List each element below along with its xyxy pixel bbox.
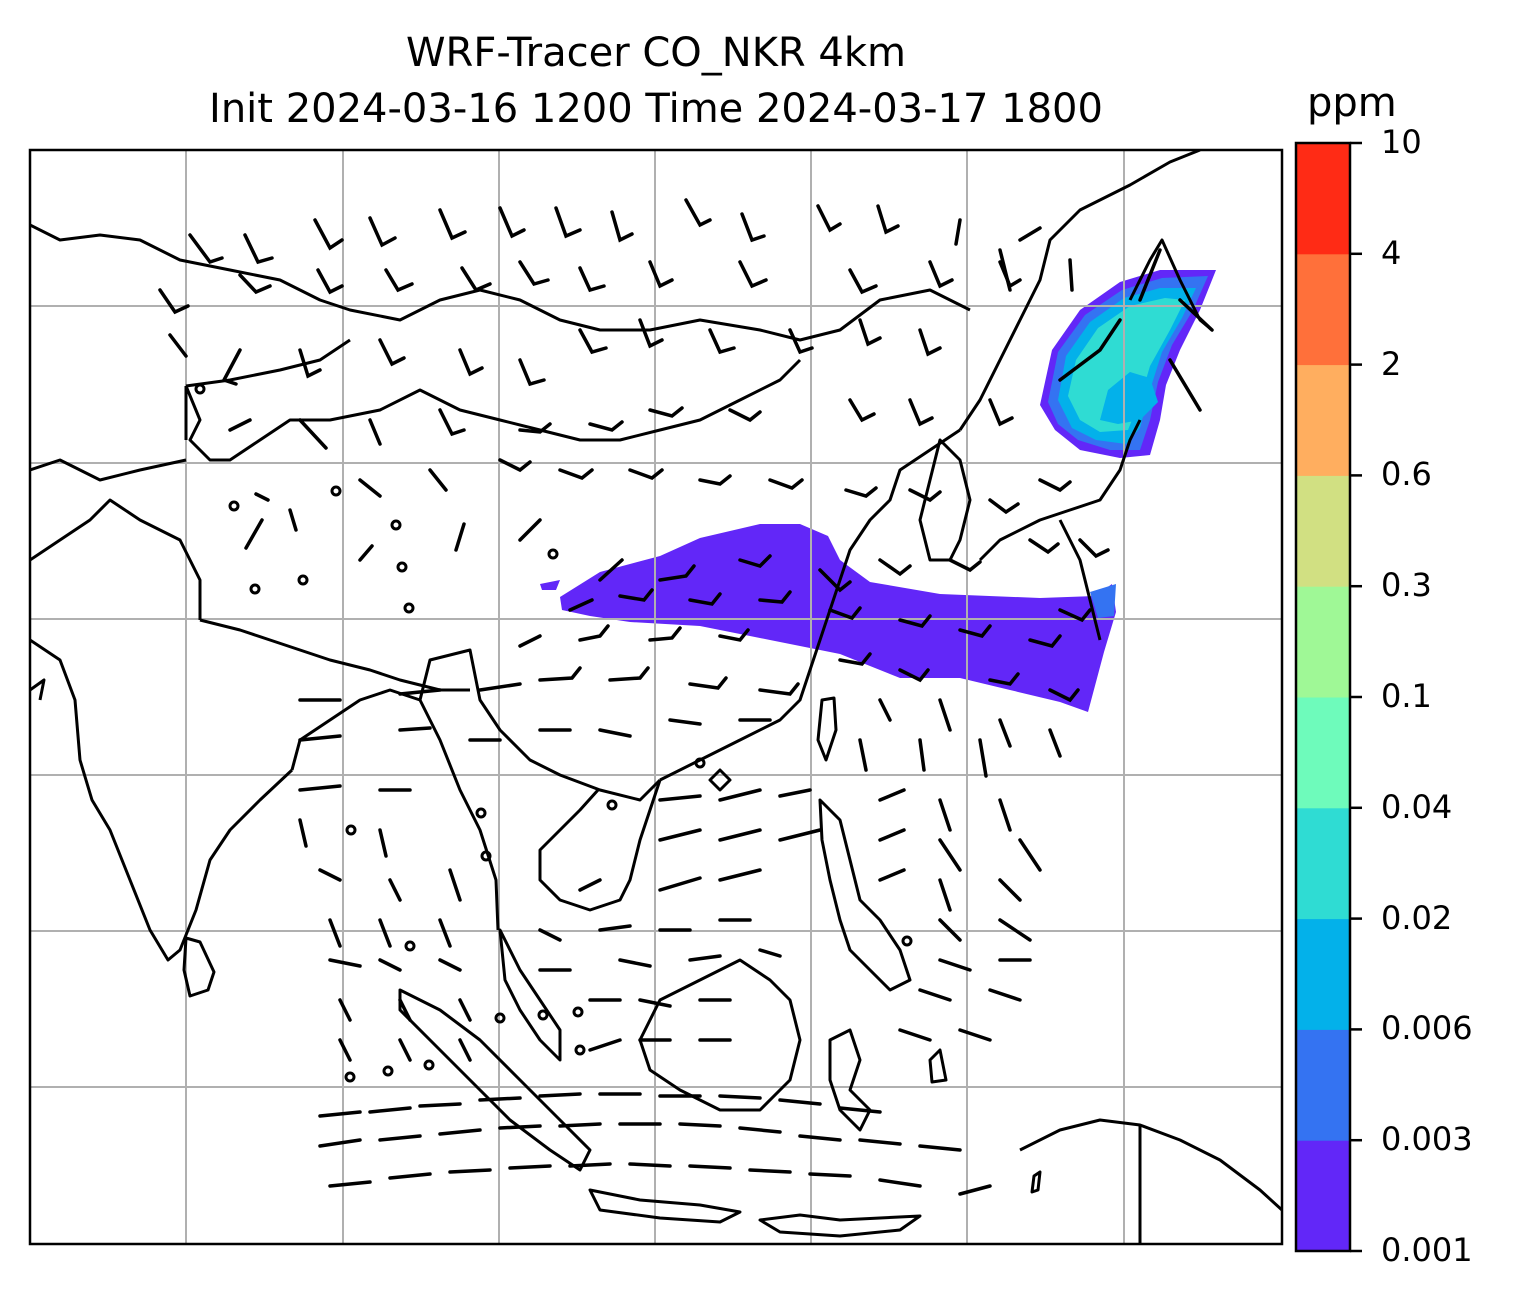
- colorbar-tick-label: 0.001: [1381, 1231, 1473, 1269]
- hainan: [708, 768, 732, 792]
- calm-markers: [194, 383, 913, 1083]
- colorbar-tick-label: 0.006: [1381, 1009, 1473, 1048]
- gridlines: [30, 150, 1282, 1244]
- wind-barbs: [158, 198, 1214, 1196]
- colorbar-segment: [1296, 1029, 1350, 1141]
- map-title-line2: Init 2024-03-16 1200 Time 2024-03-17 180…: [209, 86, 1103, 132]
- colorbar-tick-label: 0.3: [1381, 566, 1432, 605]
- tracer-plume-band-edge: [1090, 584, 1116, 618]
- colorbar-tick-label: 0.1: [1381, 677, 1432, 715]
- colorbar-segment: [1296, 143, 1350, 255]
- borneo: [638, 958, 802, 1112]
- colorbar-tick-label: 4: [1381, 233, 1402, 272]
- java: [588, 1188, 742, 1224]
- sulawesi: [828, 1028, 872, 1132]
- colorbar-tick-label: 2: [1381, 344, 1402, 383]
- colorbar-tick-label: 0.003: [1381, 1120, 1473, 1159]
- colorbar-segment: [1296, 918, 1350, 1030]
- colorbar: [1294, 141, 1362, 1253]
- india-coast: [30, 638, 294, 962]
- taiwan: [816, 696, 838, 762]
- colorbar-segment: [1296, 807, 1350, 920]
- coastlines: [30, 150, 1282, 1244]
- japan: [978, 419, 1142, 562]
- colorbar-segment: [1296, 586, 1350, 698]
- map-title-line1: WRF-Tracer CO_NKR 4km: [405, 30, 907, 76]
- sri-lanka: [182, 936, 216, 998]
- colorbar-tick-label: 10: [1381, 123, 1422, 161]
- colorbar-tick-label: 0.6: [1381, 455, 1432, 494]
- colorbar-unit-label: ppm: [1307, 80, 1397, 126]
- colorbar-tick-label: 0.02: [1381, 898, 1453, 937]
- colorbar-segment: [1296, 364, 1350, 476]
- colorbar-segment: [1296, 1140, 1350, 1252]
- sumatra: [398, 988, 592, 1172]
- new-guinea: [1019, 1118, 1282, 1212]
- philippines: [818, 798, 912, 992]
- colorbar-segment: [1296, 697, 1350, 809]
- colorbar-segment: [1296, 475, 1350, 587]
- colorbar-segment: [1296, 253, 1350, 366]
- colorbar-tick-label: 0.04: [1381, 787, 1453, 826]
- map-frame: [28, 148, 1284, 1246]
- map-layer: [30, 150, 1282, 1244]
